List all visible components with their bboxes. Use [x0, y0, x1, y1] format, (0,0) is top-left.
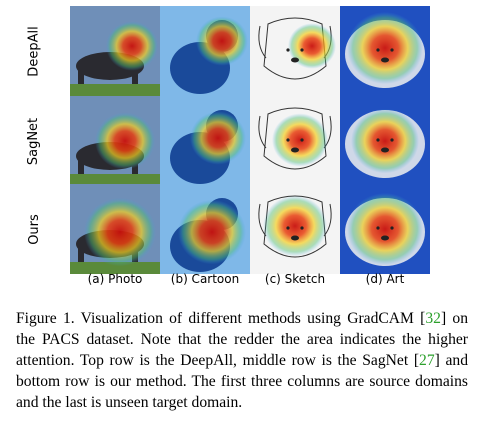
col-label-art: (d) Art [365, 272, 405, 286]
figure-caption: Figure 1. Visualization of different met… [16, 310, 469, 411]
heatmap-cartoon-ours [160, 184, 250, 274]
col-label-photo: (a) Photo [87, 272, 143, 286]
row-label-ours: Ours [26, 213, 42, 245]
heatmap-art-ours [340, 184, 430, 274]
heatmap-photo-sagnet [70, 96, 160, 186]
heatmap-photo-deepall [70, 6, 160, 96]
citation-ref[interactable]: 32 [425, 310, 441, 327]
heatmap-art-deepall [340, 6, 430, 96]
citation-ref[interactable]: 27 [419, 352, 435, 369]
row-label-deepall: DeepAll [26, 25, 42, 77]
col-label-sketch: (c) Sketch [264, 272, 326, 286]
row-label-sagnet: SagNet [26, 117, 42, 165]
heatmap-sketch-ours [250, 184, 340, 274]
heatmap-sketch-sagnet [250, 96, 340, 186]
heatmap-cartoon-sagnet [160, 96, 250, 186]
col-label-cartoon: (b) Cartoon [170, 272, 240, 286]
heatmap-cartoon-deepall [160, 6, 250, 96]
heatmap-photo-ours [70, 184, 160, 274]
heatmap-sketch-deepall [250, 6, 340, 96]
heatmap-art-sagnet [340, 96, 430, 186]
figure-grid: DeepAll SagNet Ours (a) Photo (b) Cartoo… [26, 6, 430, 286]
